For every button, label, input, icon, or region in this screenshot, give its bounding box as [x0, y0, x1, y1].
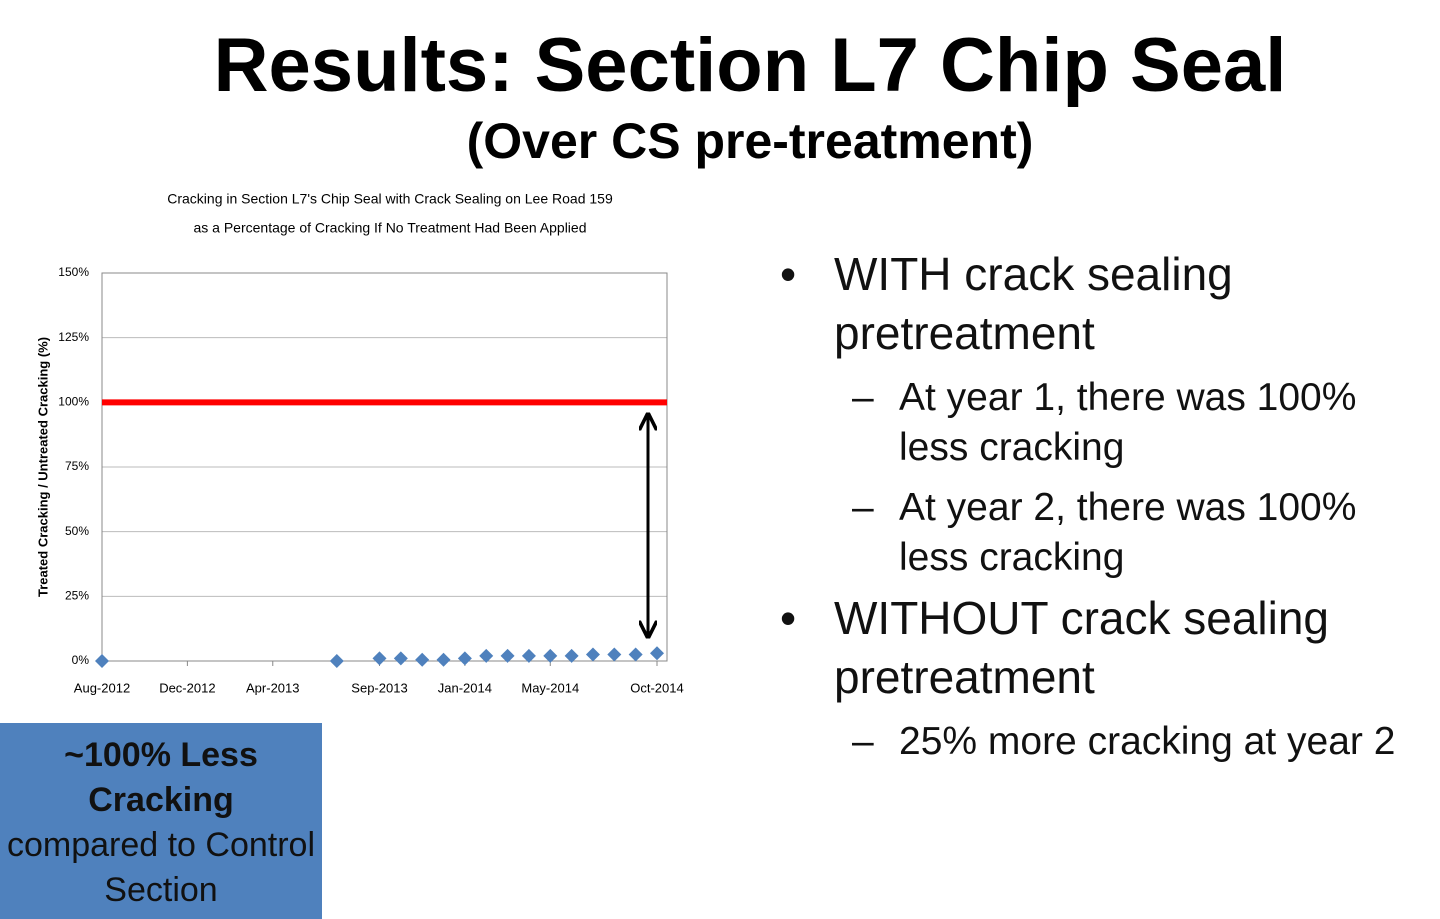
data-point	[521, 648, 536, 663]
x-tick-label: Jan-2014	[438, 680, 492, 695]
data-point	[585, 647, 600, 662]
y-tick-label: 75%	[65, 459, 89, 473]
y-tick-label: 125%	[58, 330, 89, 344]
callout-bold: ~100% Less Cracking	[64, 736, 258, 819]
data-point	[436, 652, 451, 667]
data-point	[628, 647, 643, 662]
y-tick-label: 100%	[58, 395, 89, 409]
sub-bullet: At year 2, there was 100% less cracking	[780, 483, 1430, 583]
bullets: WITH crack sealing pretreatmentAt year 1…	[780, 245, 1430, 773]
x-tick-label: Apr-2013	[246, 680, 299, 695]
data-point	[95, 654, 109, 668]
sub-bullet: 25% more cracking at year 2	[780, 717, 1430, 767]
chart: Cracking in Section L7's Chip Seal with …	[35, 191, 683, 696]
chart-title: Cracking in Section L7's Chip Seal with …	[167, 191, 613, 207]
data-point	[415, 652, 430, 667]
slide-subtitle: (Over CS pre-treatment)	[466, 113, 1034, 169]
y-tick-label: 25%	[65, 589, 89, 603]
x-tick-label: Dec-2012	[159, 680, 215, 695]
x-tick-label: Aug-2012	[74, 680, 130, 695]
callout-text: compared to Control Section	[6, 826, 316, 909]
data-point	[564, 648, 579, 663]
x-tick-label: Sep-2013	[351, 680, 407, 695]
data-point	[393, 651, 408, 666]
x-tick-label: May-2014	[521, 680, 579, 695]
sub-bullet: At year 1, there was 100% less cracking	[780, 373, 1430, 473]
bullet: WITH crack sealing pretreatment	[780, 245, 1430, 363]
y-axis-label: Treated Cracking / Untreated Cracking (%…	[35, 337, 50, 597]
y-tick-label: 150%	[58, 265, 89, 279]
callout: ~100% Less Cracking compared to Control S…	[0, 723, 322, 919]
data-point	[500, 648, 515, 663]
y-tick-label: 50%	[65, 524, 89, 538]
data-point	[607, 647, 622, 662]
data-point	[650, 646, 664, 661]
chart-title: as a Percentage of Cracking If No Treatm…	[193, 220, 586, 236]
y-tick-label: 0%	[72, 653, 90, 667]
data-point	[329, 654, 344, 668]
bullet: WITHOUT crack sealing pretreatment	[780, 589, 1430, 707]
data-point	[479, 648, 494, 663]
data-point	[372, 651, 387, 666]
plot-frame	[101, 272, 668, 662]
x-tick-label: Oct-2014	[630, 680, 683, 695]
data-point	[543, 648, 558, 663]
slide-title: Results: Section L7 Chip Seal	[213, 23, 1287, 108]
data-point	[457, 651, 472, 666]
